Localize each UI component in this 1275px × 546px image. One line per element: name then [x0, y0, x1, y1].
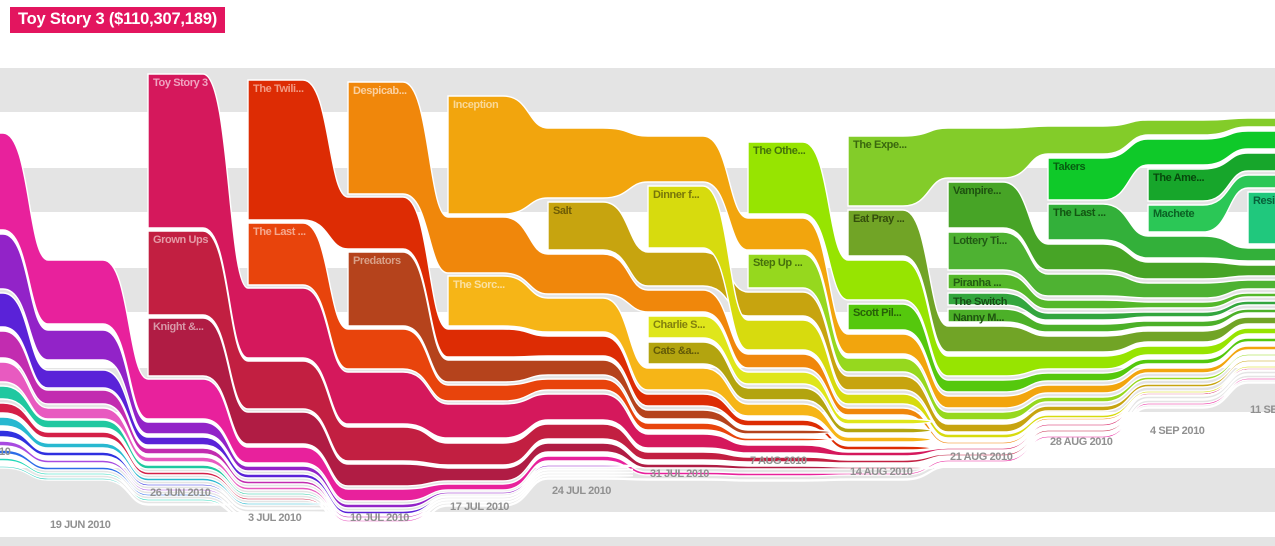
stream-machete[interactable]: [1147, 174, 1275, 233]
stream-despicable-me[interactable]: [347, 81, 1275, 445]
stream-the-switch[interactable]: [947, 292, 1275, 321]
stream-stream-f[interactable]: [0, 385, 434, 526]
stream-inception[interactable]: [447, 95, 1275, 409]
stream-vampires[interactable]: [947, 181, 1275, 280]
stream-charlie-st[interactable]: [647, 315, 936, 425]
stream-stream-k[interactable]: [0, 449, 334, 518]
stream-eat-pray-love[interactable]: [847, 209, 1275, 353]
stream-the-sorcerers[interactable]: [447, 275, 936, 443]
stream-the-other-guys[interactable]: [747, 141, 1275, 377]
stream-resident-evil[interactable]: [1247, 191, 1275, 245]
stream-stream-b[interactable]: [0, 233, 634, 509]
stream-stream-j[interactable]: [0, 440, 334, 514]
stream-the-expendables[interactable]: [847, 117, 1275, 207]
stream-the-last-airbender[interactable]: [247, 222, 834, 442]
stream-stream-i[interactable]: [0, 429, 334, 510]
stream-stream-g[interactable]: [0, 381, 1275, 529]
stream-step-up[interactable]: [747, 253, 1275, 421]
stream-takers[interactable]: [1047, 130, 1275, 201]
stream-the-twilight[interactable]: [247, 79, 934, 451]
stream-stream-a[interactable]: [0, 132, 1275, 502]
stream-the-last-exorcism[interactable]: [1047, 203, 1275, 262]
stream-nanny-mcphee[interactable]: [947, 308, 1275, 333]
background-stripe: [0, 537, 1275, 546]
stream-knight-and-day[interactable]: [147, 317, 934, 487]
stream-stream-l[interactable]: [0, 457, 334, 522]
stream-cats-and[interactable]: [647, 341, 936, 434]
stream-piranha[interactable]: [947, 273, 1275, 310]
stream-stream-m[interactable]: [0, 465, 234, 506]
stream-lottery-ticket[interactable]: [947, 231, 1275, 299]
stream-stream-e[interactable]: [0, 361, 634, 523]
stream-scott-pilgrim[interactable]: [847, 303, 1275, 393]
stream-stream-h[interactable]: [0, 416, 334, 506]
stream-stream-d[interactable]: [0, 330, 634, 519]
stream-salt[interactable]: [547, 201, 1275, 433]
tooltip: Toy Story 3 ($110,307,189): [10, 7, 226, 33]
stream-the-american[interactable]: [1147, 152, 1275, 202]
stream-dinner-for[interactable]: [647, 185, 1275, 439]
stream-grown-ups[interactable]: [147, 230, 1275, 466]
stream-stream-c[interactable]: [0, 292, 634, 515]
